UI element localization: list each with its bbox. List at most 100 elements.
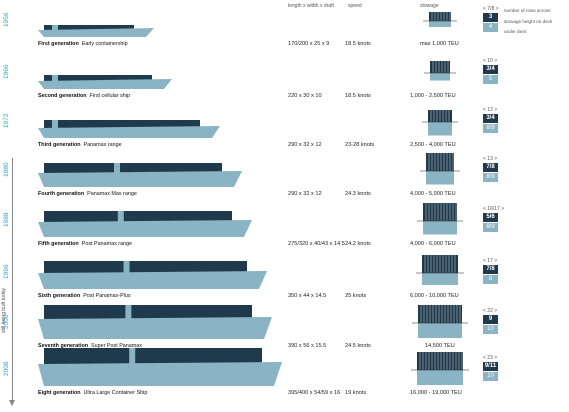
generation-title: First generation Early containership (38, 41, 128, 47)
ship-speed: 24.5 knots (345, 343, 371, 349)
year-label: 1996 (3, 264, 10, 280)
ship-cargo (44, 25, 134, 30)
timeline-arrow (9, 400, 15, 406)
below-deck-count: 4 (483, 23, 498, 32)
container-count: < 17 >7/8 8 (483, 258, 501, 285)
above-deck-count: 7/8 (483, 265, 498, 274)
teu-capacity: 1,000 - 2,500 TEU (410, 93, 456, 99)
teu-capacity: 6,000 - 10,000 TEU (410, 293, 459, 299)
ship-speed: 24.2 knots (345, 241, 371, 247)
ship-bridge (117, 211, 124, 223)
stowage-diagram (411, 352, 469, 385)
ship-hull (38, 126, 220, 138)
stowage-diagram (424, 61, 456, 81)
below-deck-count: 10 (483, 372, 498, 381)
generation-description: Post Panamax-Plus (83, 293, 131, 299)
generation-row: 1988 Fifth generation Post Panamax range 27… (0, 203, 569, 253)
above-deck-count: 9/11 (483, 362, 498, 371)
generation-row: 1966 Second generation First cellular ship… (0, 55, 569, 105)
rows-across: < 23 > (483, 355, 498, 361)
column-header-dimensions: length x width x draft (288, 3, 334, 9)
stowage-below-deck (428, 122, 452, 136)
legend-rows-across: number of rows across (504, 8, 551, 13)
ship-silhouette (38, 163, 242, 187)
generation-row: 1956 First generation Early containership 1… (0, 3, 569, 53)
ship-hull (38, 79, 172, 89)
generation-name: First generation (38, 41, 79, 47)
stowage-above-deck (429, 12, 451, 21)
ship-dimensions: 390 x 56 x 15.5 (288, 343, 327, 349)
generation-name: Seventh generation (38, 343, 89, 349)
ship-bridge (123, 261, 130, 274)
generation-row: 1972 Third generation Panamax range 290 x 3… (0, 104, 569, 154)
ship-hull (38, 171, 242, 187)
above-deck-count: 9 (483, 315, 498, 324)
generation-title: Seventh generation Super Post Panamax (38, 343, 142, 349)
stowage-below-deck (418, 323, 462, 338)
legend-above-deck: stowage height on deck (504, 19, 553, 24)
ship-hull (38, 271, 267, 289)
year-label: 1956 (3, 12, 10, 28)
ship-silhouette (38, 211, 252, 237)
generation-title: Second generation First cellular ship (38, 93, 130, 99)
ship-bridge (129, 348, 136, 365)
generation-name: Sixth generation (38, 293, 81, 299)
generation-name: Fifth generation (38, 241, 79, 247)
ship-speed: 19 knots (345, 390, 367, 396)
generation-row: 2008 Eight generation Ultra Large Containe… (0, 348, 569, 402)
rows-across: < 7/8 > (483, 6, 499, 12)
stowage-below-deck (429, 21, 451, 27)
ship-silhouette (38, 348, 282, 386)
above-deck-count: 3/4 (483, 114, 498, 123)
year-label: 2006 (3, 314, 10, 330)
container-count: < 10 >3/4 5 (483, 58, 501, 85)
ship-dimensions: 290 x 32 x 12 (288, 191, 322, 197)
ship-cargo (44, 305, 252, 319)
container-count: < 23 >9/11 10 (483, 355, 501, 382)
ship-hull (38, 28, 154, 37)
generation-row: 1980 Fourth generation Panamax Max range 29… (0, 153, 569, 203)
column-header-stowage: stowage (420, 3, 439, 9)
stowage-above-deck (426, 153, 454, 171)
container-count: < 22 >9 10 (483, 308, 501, 335)
stowage-above-deck (418, 305, 462, 323)
ship-cargo (44, 163, 222, 173)
ship-dimensions: 395/400 x 54/59 x 16 (288, 390, 341, 396)
ship-silhouette (38, 75, 172, 89)
below-deck-count: 10 (483, 325, 498, 334)
stowage-below-deck (422, 273, 458, 285)
generation-title: Fourth generation Panamax Max range (38, 191, 137, 197)
generation-description: Panamax Max range (87, 191, 137, 197)
generation-description: Super Post Panamax (91, 343, 142, 349)
ship-speed: 18.5 knots (345, 93, 371, 99)
generation-name: Eight generation (38, 390, 81, 396)
column-header-speed: speed (348, 3, 362, 9)
teu-capacity: 4,000 - 5,000 TEU (410, 191, 456, 197)
rows-across: < 22 > (483, 308, 498, 314)
stowage-above-deck (423, 203, 457, 221)
above-deck-count: 3/4 (483, 65, 498, 74)
ship-dimensions: 350 x 44 x 14.5 (288, 293, 327, 299)
ship-bridge (114, 163, 120, 174)
ship-speed: 24.3 knots (345, 191, 371, 197)
generation-title: Sixth generation Post Panamax-Plus (38, 293, 131, 299)
generation-description: First cellular ship (89, 93, 130, 99)
teu-capacity: 4,000 - 6,000 TEU (410, 241, 456, 247)
ship-dimensions: 275/320 x 40/43 x 14.5 (288, 241, 345, 247)
generation-title: Fifth generation Post Panamax range (38, 241, 132, 247)
ship-dimensions: 290 x 32 x 12 (288, 142, 322, 148)
container-count: < 16/17 >5/6 8/9 (483, 206, 504, 233)
container-count: < 7/8 >3 4 (483, 6, 501, 33)
rows-across: < 12 > (483, 107, 498, 113)
rows-across: < 17 > (483, 258, 498, 264)
teu-capacity: 14,500 TEU (425, 343, 455, 349)
generation-description: Post Panamax range (81, 241, 133, 247)
below-deck-count: 8/9 (483, 173, 498, 182)
above-deck-count: 3 (483, 13, 498, 22)
ship-cargo (44, 211, 232, 222)
generation-row: 1996 Sixth generation Post Panamax-Plus 350… (0, 255, 569, 305)
above-deck-count: 5/6 (483, 213, 498, 222)
below-deck-count: 8/9 (483, 124, 498, 133)
ship-speed: 23-28 knots (345, 142, 375, 148)
year-label: 1988 (3, 212, 10, 228)
